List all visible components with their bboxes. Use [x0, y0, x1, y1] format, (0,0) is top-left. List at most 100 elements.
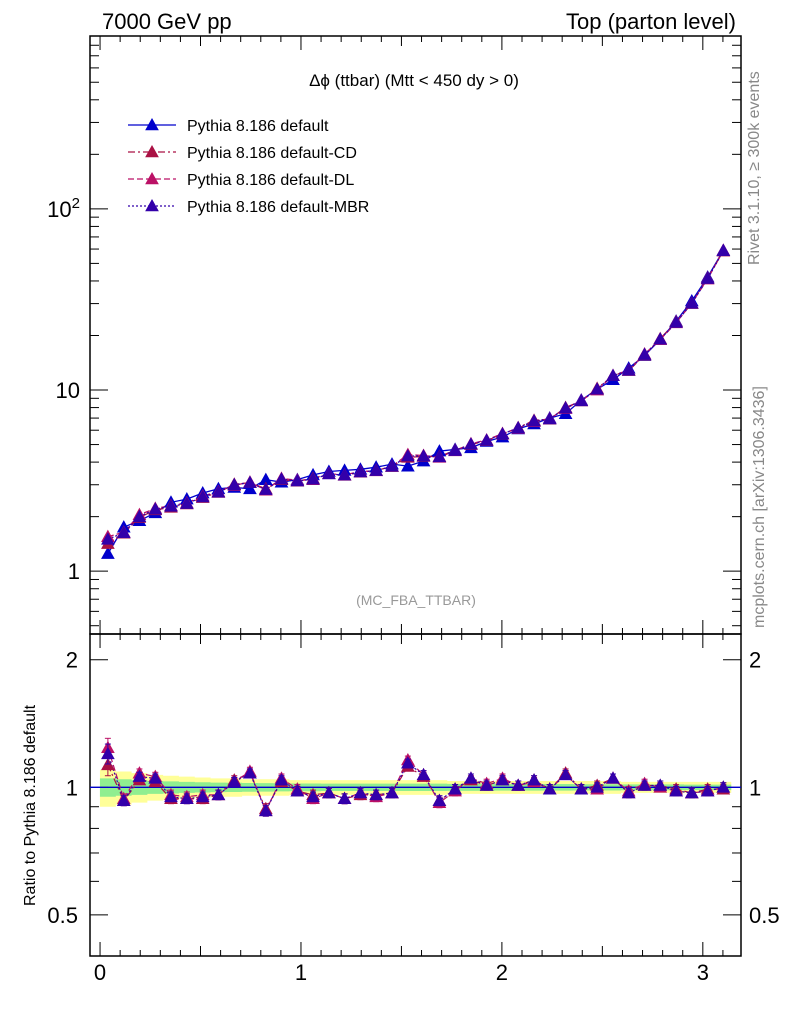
ratio-marker [574, 782, 589, 795]
legend-label: Pythia 8.186 default [187, 118, 329, 135]
main-panel: 1 10 102 Δϕ (ttbar) (Mtt < 450 dy > 0) (MC… [47, 35, 742, 635]
ratio-panel: 0.5 0.5 1 1 2 2 Ratio to Pythia 8.186 default [22, 633, 780, 957]
mcplots-label: mcplots.cern.ch [arXiv:1306.3436] [751, 386, 768, 628]
series-marker [195, 489, 210, 503]
ratio-y-tick-label-right: 0.5 [749, 903, 780, 928]
series-marker [716, 243, 731, 256]
series-marker [684, 296, 699, 309]
series-marker [132, 509, 147, 522]
series-marker [401, 459, 415, 472]
series-line [107, 250, 724, 540]
series-marker [243, 475, 257, 488]
ratio-ylabel: Ratio to Pythia 8.186 default [22, 704, 39, 906]
x-tick-label: 1 [295, 960, 307, 985]
series-marker [401, 449, 415, 462]
ratio-marker [258, 803, 273, 817]
ratio-marker [416, 767, 431, 781]
series-marker [669, 315, 683, 328]
ratio-marker [432, 793, 447, 806]
ratio-marker [637, 778, 652, 791]
ratio-marker [479, 778, 494, 791]
ratio-marker [337, 791, 352, 805]
ratio-marker [716, 780, 731, 793]
ratio-marker [385, 785, 399, 799]
series-marker [700, 271, 715, 284]
ratio-marker [621, 785, 636, 799]
ratio-marker [448, 782, 462, 795]
series-marker [306, 472, 320, 485]
ratio-line [107, 747, 724, 813]
ratio-y-tick-label: 2 [66, 648, 78, 673]
ratio-uncertainty-bands [99, 769, 732, 807]
ratio-series-lines [90, 747, 741, 813]
ratio-marker [401, 756, 415, 769]
ratio-marker [669, 784, 683, 797]
ratio-marker [558, 767, 573, 781]
ratio-marker [322, 785, 336, 799]
series-marker [116, 525, 131, 539]
series-marker [558, 401, 573, 414]
series-marker [448, 443, 462, 456]
main-series-lines [107, 250, 724, 554]
plot-title: Δϕ (ttbar) (Mtt < 450 dy > 0) [309, 71, 519, 90]
header-left: 7000 GeV pp [102, 9, 232, 34]
ratio-marker [464, 771, 478, 784]
legend-marker [145, 198, 159, 212]
ratio-y-tick-label: 1 [66, 775, 78, 800]
series-marker [574, 393, 589, 407]
series-marker [148, 502, 163, 515]
series-marker [179, 496, 194, 509]
series-marker [101, 532, 115, 545]
rivet-label: Rivet 3.1.10, ≥ 300k events [746, 71, 763, 265]
ratio-marker [243, 766, 257, 779]
ratio-frame [89, 633, 742, 957]
series-marker [511, 420, 526, 434]
ratio-series-markers [101, 737, 731, 817]
ratio-ticks: 0.5 0.5 1 1 2 2 [47, 634, 780, 957]
series-marker [464, 437, 478, 450]
series-marker [385, 459, 399, 472]
ratio-marker [290, 784, 305, 797]
series-marker [274, 472, 289, 485]
series-line [107, 250, 724, 554]
ratio-marker [590, 780, 604, 793]
legend-marker [145, 171, 159, 185]
series-marker [495, 426, 510, 440]
ratio-marker [684, 785, 699, 799]
x-axis-labels: 0 1 2 3 [94, 960, 709, 985]
series-marker [432, 449, 447, 463]
series-marker [322, 466, 336, 480]
ratio-marker [227, 774, 242, 788]
ratio-marker [353, 785, 368, 799]
ratio-marker [211, 787, 226, 801]
ratio-marker [306, 789, 320, 803]
series-marker [542, 411, 557, 425]
series-marker [653, 332, 668, 345]
ratio-marker [132, 769, 147, 782]
ratio-y-tick-label: 0.5 [47, 903, 78, 928]
series-marker [479, 433, 494, 446]
series-marker [606, 368, 620, 381]
ratio-marker [606, 771, 620, 784]
series-marker [590, 382, 604, 395]
x-tick-label: 3 [697, 960, 709, 985]
main-ticks: 1 10 102 [47, 35, 741, 634]
legend: Pythia 8.186 default Pythia 8.186 default… [128, 117, 369, 216]
ratio-marker [369, 787, 383, 801]
ratio-marker [148, 771, 163, 784]
legend-label: Pythia 8.186 default-MBR [187, 199, 369, 216]
ratio-line [107, 753, 724, 813]
series-marker [290, 473, 305, 487]
series-marker [227, 477, 242, 491]
ratio-marker [542, 782, 557, 795]
series-marker [164, 499, 178, 512]
x-tick-label: 0 [94, 960, 106, 985]
main-series-markers [101, 243, 731, 559]
series-marker [527, 413, 541, 427]
ratio-marker [101, 746, 115, 760]
ratio-marker [164, 789, 178, 803]
series-marker [621, 363, 636, 376]
ratio-y-tick-label-right: 2 [749, 648, 761, 673]
ratio-marker [274, 773, 289, 786]
